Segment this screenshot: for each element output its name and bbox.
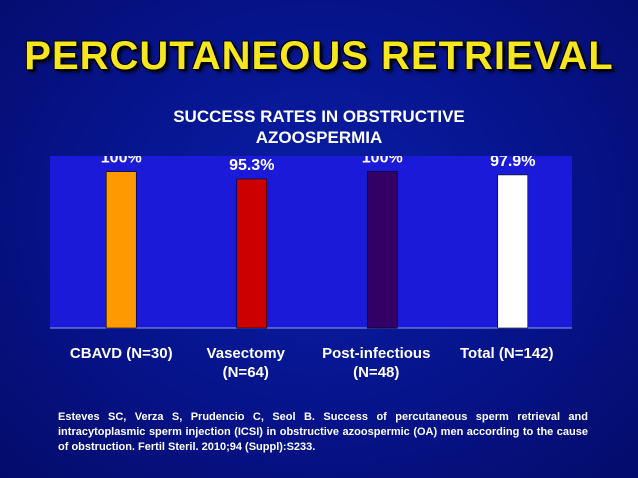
data-label-3: 97.9% [490, 156, 535, 170]
chart-title: SUCCESS RATES IN OBSTRUCTIVE AZOOSPERMIA [0, 106, 638, 148]
data-label-1: 95.3% [229, 157, 274, 174]
chart-title-line-1: SUCCESS RATES IN OBSTRUCTIVE [173, 107, 465, 126]
category-label-1-line-0: Vasectomy [207, 345, 286, 362]
bar-2 [366, 171, 398, 329]
plot-area [50, 156, 572, 328]
category-label-0-line-0: CBAVD (N=30) [70, 345, 173, 362]
citation: Esteves SC, Verza S, Prudencio C, Seol B… [58, 411, 588, 453]
category-label-1-line-1: (N=64) [223, 364, 269, 381]
chart-title-line-2: AZOOSPERMIA [255, 128, 383, 147]
bar-0 [105, 171, 137, 329]
success-rate-bar-chart: 100% CBAVD (N=30) 95.3% Vasectomy (N=64) 100%… [50, 156, 572, 381]
category-label-3-line-0: Total (N=142) [460, 345, 554, 362]
category-label-2-line-1: (N=48) [353, 364, 399, 381]
data-label-2: 100% [362, 156, 403, 167]
slide-title: PERCUTANEOUS RETRIEVAL [24, 34, 614, 78]
category-label-2-line-0: Post-infectious [322, 345, 430, 362]
bar-3 [497, 174, 529, 329]
bar-1 [236, 178, 268, 329]
data-label-0: 100% [101, 156, 142, 167]
